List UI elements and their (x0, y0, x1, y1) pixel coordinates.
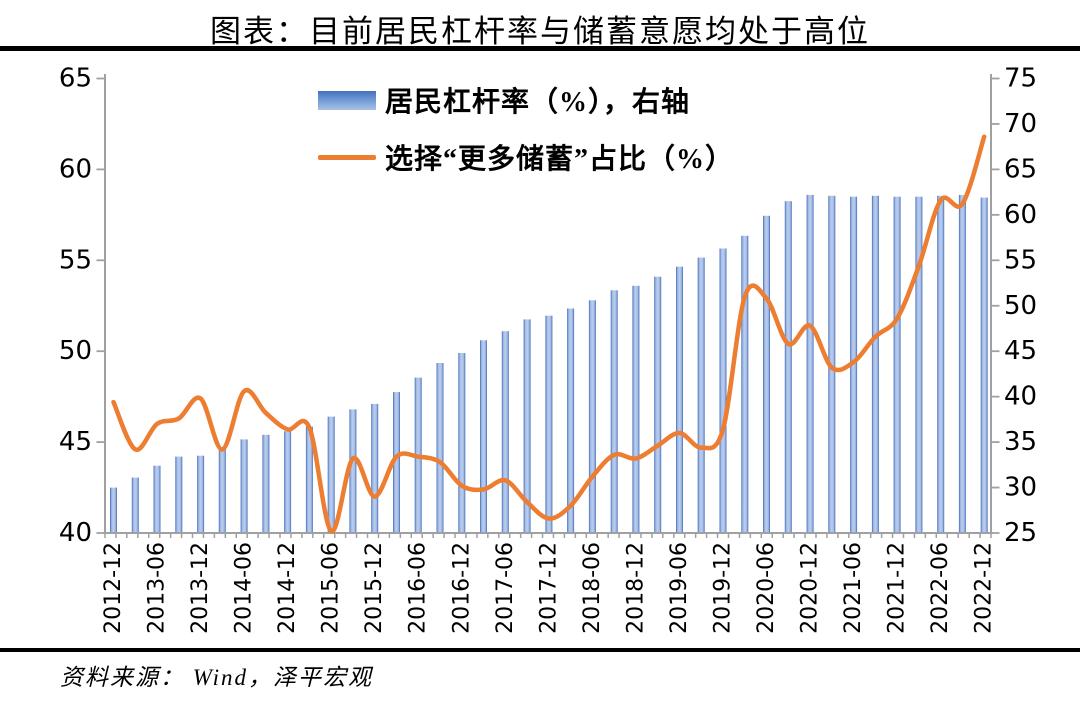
leverage-bar (327, 416, 335, 533)
x-axis-tick-label: 2014-12 (275, 542, 300, 634)
right-axis-tick-label: 65 (1004, 154, 1037, 184)
leverage-bar (218, 447, 226, 533)
leverage-bar (175, 456, 183, 533)
leverage-bar (305, 426, 313, 533)
left-axis-tick-label: 45 (59, 427, 92, 457)
title-divider-line (0, 46, 1080, 51)
right-axis-tick-label: 45 (1004, 336, 1037, 366)
leverage-bar (632, 285, 640, 533)
leverage-bar (284, 431, 292, 533)
page-title: 图表：目前居民杠杆率与储蓄意愿均处于高位 (210, 14, 870, 49)
legend-label-leverage: 居民杠杆率（%），右轴 (385, 87, 691, 118)
leverage-bar (676, 266, 683, 533)
legend-bar-swatch-icon (318, 90, 376, 110)
leverage-bar (393, 392, 400, 533)
leverage-bar (610, 290, 618, 533)
leverage-bar (262, 434, 270, 533)
leverage-bar (763, 215, 770, 534)
x-axis-tick-label: 2017-12 (536, 542, 561, 634)
right-axis-tick-label: 50 (1004, 291, 1037, 321)
x-axis-tick-label: 2015-06 (319, 542, 344, 634)
leverage-bar (937, 195, 945, 534)
leverage-bar (458, 353, 466, 533)
x-axis-tick-label: 2016-12 (449, 542, 474, 634)
leverage-bar (806, 194, 814, 533)
x-axis-tick-label: 2018-06 (580, 542, 605, 634)
legend-item-savings: 选择“更多储蓄”占比（%） (318, 137, 734, 177)
leverage-bar (436, 363, 444, 533)
legend-item-leverage: 居民杠杆率（%），右轴 (318, 80, 734, 120)
leverage-bar (741, 235, 749, 534)
x-axis-tick-label: 2014-06 (232, 542, 257, 634)
right-axis-tick-label: 75 (1004, 64, 1037, 94)
x-axis-tick-label: 2019-12 (711, 542, 736, 634)
leverage-bar (240, 439, 248, 533)
right-axis-tick-label: 40 (1004, 382, 1037, 412)
leverage-bar (545, 315, 553, 533)
leverage-bar (197, 455, 205, 533)
leverage-bar (915, 196, 923, 533)
legend-label-savings: 选择“更多储蓄”占比（%） (385, 144, 735, 175)
savings-line (111, 134, 987, 534)
leverage-bar (719, 248, 727, 533)
leverage-bar (784, 201, 792, 533)
x-axis-tick-label: 2022-06 (928, 542, 953, 634)
legend-line-swatch-icon (318, 154, 376, 160)
leverage-bar (153, 465, 161, 533)
right-axis-tick-label: 60 (1004, 200, 1037, 230)
chart-legend: 居民杠杆率（%），右轴 选择“更多储蓄”占比（%） (318, 80, 734, 177)
x-axis-tick-label: 2017-06 (493, 542, 518, 634)
chart-bottom-divider-line (0, 648, 1080, 652)
right-axis-tick-label: 25 (1004, 518, 1037, 548)
leverage-bar (654, 276, 662, 533)
right-axis-tick-label: 55 (1004, 245, 1037, 275)
left-axis-tick-label: 50 (59, 336, 92, 366)
leverage-bar (871, 195, 879, 534)
x-axis-tick-label: 2015-12 (362, 542, 387, 634)
source-note: 资料来源： Wind，泽平宏观 (60, 665, 374, 690)
leverage-bar (480, 340, 487, 533)
x-axis-tick-label: 2020-12 (798, 542, 823, 634)
left-axis-tick-label: 60 (59, 154, 92, 184)
leverage-bar (893, 196, 901, 533)
leverage-bar (588, 300, 596, 533)
leverage-bar (110, 487, 117, 533)
left-axis-tick-label: 65 (59, 64, 92, 94)
leverage-bar (349, 409, 357, 533)
x-axis-tick-label: 2013-06 (145, 542, 170, 634)
leverage-bar (371, 403, 379, 533)
leverage-bar (131, 477, 139, 533)
leverage-bar (980, 197, 988, 533)
leverage-bar (567, 308, 575, 533)
right-axis-tick-label: 35 (1004, 427, 1037, 457)
left-axis-tick-label: 55 (59, 245, 92, 275)
leverage-bar (697, 257, 705, 533)
leverage-bar (523, 319, 531, 533)
x-axis-tick-label: 2012-12 (101, 542, 126, 634)
x-axis-tick-label: 2021-06 (841, 542, 866, 634)
right-axis-tick-label: 30 (1004, 473, 1037, 503)
x-axis-tick-label: 2019-06 (667, 542, 692, 634)
x-axis-tick-label: 2022-12 (972, 542, 997, 634)
x-axis-tick-label: 2016-06 (406, 542, 431, 634)
x-axis-tick-label: 2013-12 (188, 542, 213, 634)
x-axis-tick-label: 2021-12 (885, 542, 910, 634)
leverage-bar (958, 194, 966, 533)
x-axis-tick-label: 2020-06 (754, 542, 779, 634)
x-axis-tick-label: 2018-12 (623, 542, 648, 634)
right-axis-tick-label: 70 (1004, 109, 1037, 139)
leverage-bar (501, 331, 509, 533)
left-axis-tick-label: 40 (59, 518, 92, 548)
